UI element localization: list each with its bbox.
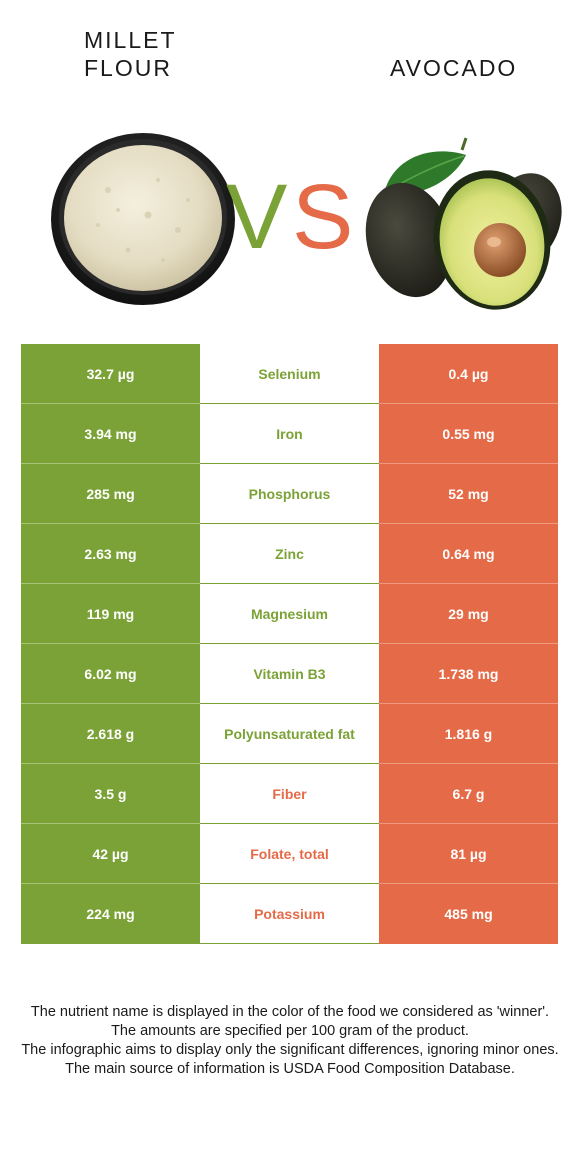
nutrient-name: Selenium: [200, 344, 379, 404]
left-value: 285 mg: [21, 464, 200, 524]
nutrient-name: Phosphorus: [200, 464, 379, 524]
right-value: 81 µg: [379, 824, 558, 884]
left-value: 3.5 g: [21, 764, 200, 824]
note-winner-color: The nutrient name is displayed in the co…: [30, 1004, 550, 1020]
food-left-title-line2: FLOUR: [84, 55, 172, 81]
comparison-table: 32.7 µg Selenium 0.4 µg 3.94 mg Iron 0.55 mg 2…: [21, 344, 558, 944]
nutrient-name: Potassium: [200, 884, 379, 944]
table-row: 285 mg Phosphorus 52 mg: [21, 464, 558, 524]
left-value: 2.618 g: [21, 704, 200, 764]
left-value: 6.02 mg: [21, 644, 200, 704]
right-value: 1.738 mg: [379, 644, 558, 704]
left-value: 2.63 mg: [21, 524, 200, 584]
right-value: 485 mg: [379, 884, 558, 944]
left-value: 42 µg: [21, 824, 200, 884]
right-value: 0.64 mg: [379, 524, 558, 584]
avocado-icon: [365, 137, 562, 310]
nutrient-name: Polyunsaturated fat: [200, 704, 379, 764]
right-value: 0.4 µg: [379, 344, 558, 404]
nutrient-name: Zinc: [200, 524, 379, 584]
table-row: 2.63 mg Zinc 0.64 mg: [21, 524, 558, 584]
nutrient-name: Vitamin B3: [200, 644, 379, 704]
table-row: 42 µg Folate, total 81 µg: [21, 824, 558, 884]
table-row: 224 mg Potassium 485 mg: [21, 884, 558, 944]
vs-label: V S: [226, 168, 353, 258]
vs-letter-v: V: [226, 168, 287, 258]
millet-flour-bowl-icon: [51, 133, 235, 305]
food-right-title: AVOCADO: [390, 55, 518, 81]
note-amounts: The amounts are specified per 100 gram o…: [111, 1023, 469, 1039]
left-value: 32.7 µg: [21, 344, 200, 404]
nutrient-name: Fiber: [200, 764, 379, 824]
left-value: 3.94 mg: [21, 404, 200, 464]
table-row: 2.618 g Polyunsaturated fat 1.816 g: [21, 704, 558, 764]
right-value: 0.55 mg: [379, 404, 558, 464]
food-left-title-line1: MILLET: [84, 27, 177, 53]
table-row: 6.02 mg Vitamin B3 1.738 mg: [21, 644, 558, 704]
vs-letter-s: S: [292, 168, 353, 258]
food-left-title: MILLET FLOUR: [84, 26, 224, 82]
left-value: 224 mg: [21, 884, 200, 944]
nutrient-name: Iron: [200, 404, 379, 464]
nutrient-name: Folate, total: [200, 824, 379, 884]
right-value: 29 mg: [379, 584, 558, 644]
right-value: 6.7 g: [379, 764, 558, 824]
table-row: 3.5 g Fiber 6.7 g: [21, 764, 558, 824]
table-row: 3.94 mg Iron 0.55 mg: [21, 404, 558, 464]
nutrient-name: Magnesium: [200, 584, 379, 644]
note-significant: The infographic aims to display only the…: [21, 1042, 559, 1058]
table-row: 32.7 µg Selenium 0.4 µg: [21, 344, 558, 404]
note-source: The main source of information is USDA F…: [65, 1061, 515, 1077]
left-value: 119 mg: [21, 584, 200, 644]
table-row: 119 mg Magnesium 29 mg: [21, 584, 558, 644]
right-value: 1.816 g: [379, 704, 558, 764]
footnotes: The nutrient name is displayed in the co…: [20, 1003, 560, 1079]
right-value: 52 mg: [379, 464, 558, 524]
